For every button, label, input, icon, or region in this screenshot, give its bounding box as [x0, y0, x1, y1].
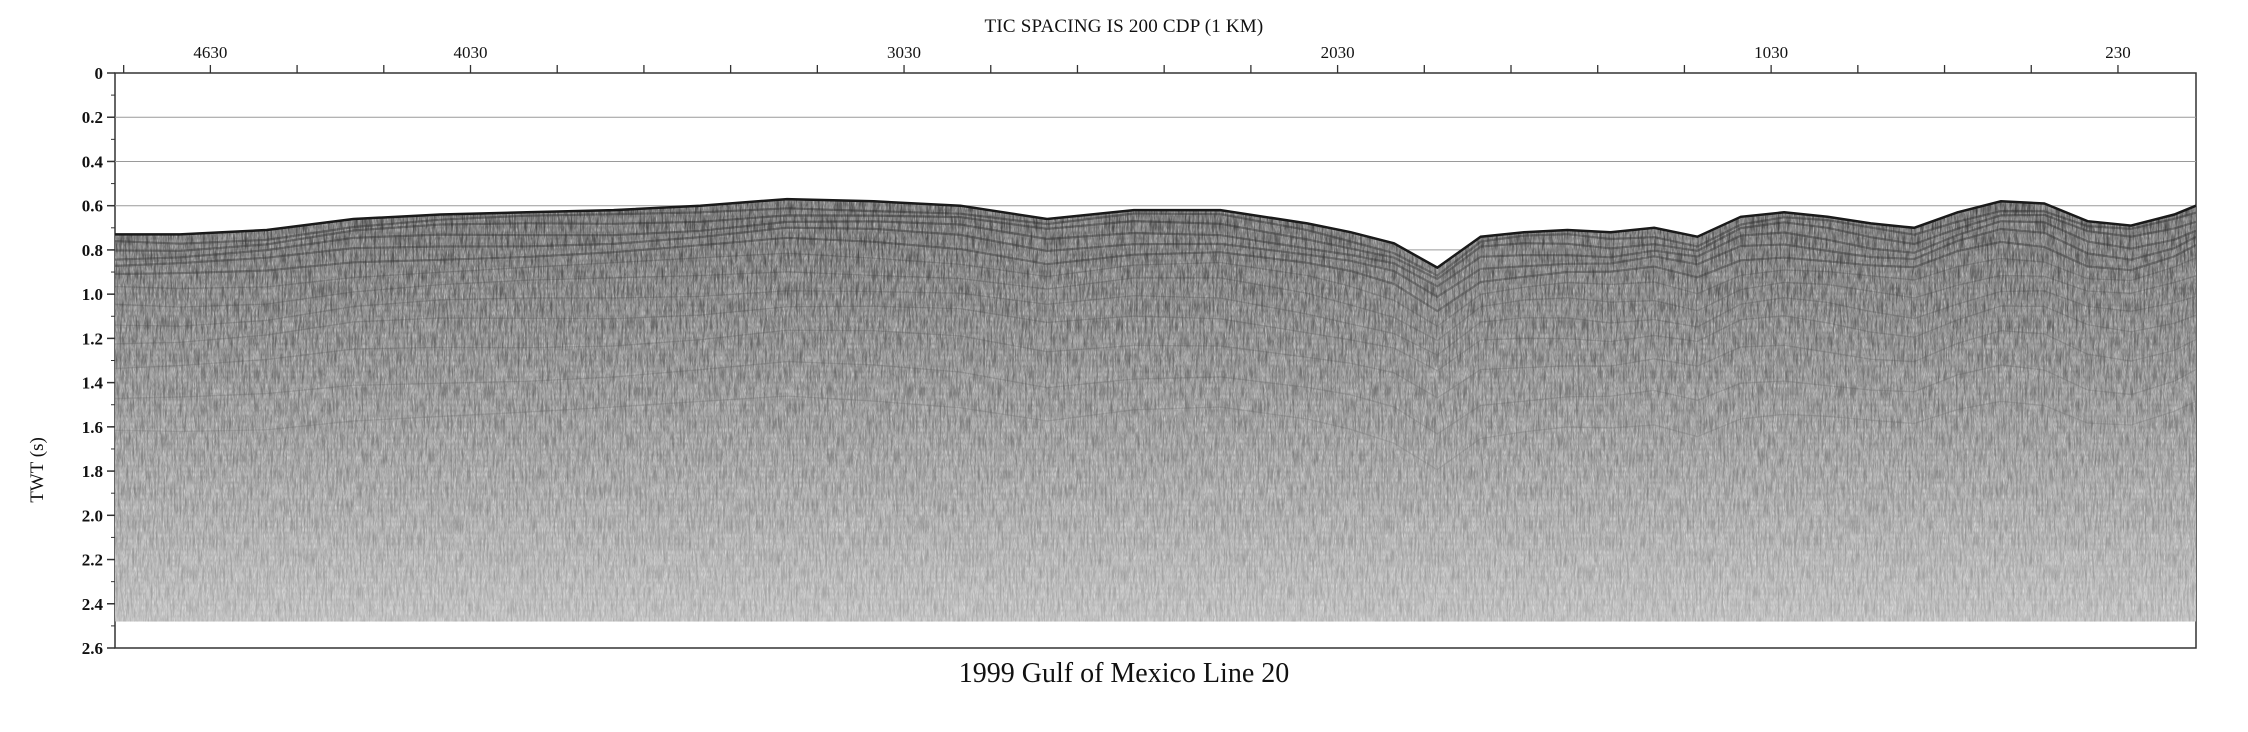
seafloor-reflector	[115, 197, 2197, 270]
y-tick-label: 1.0	[82, 285, 103, 304]
y-axis: 0 0.2 0.4 0.6 0.8 1.0 1.2 1.4 1.6 1.8 2.0 2.2 2.4 2.6	[82, 64, 115, 658]
figure-caption: 1999 Gulf of Mexico Line 20	[958, 658, 1290, 689]
tic-spacing-title: TIC SPACING IS 200 CDP (1 KM)	[984, 16, 1264, 37]
x-tick-label: 230	[2105, 43, 2131, 62]
y-tick-label: 1.8	[82, 462, 103, 481]
x-tick-label: 4630	[193, 43, 227, 62]
x-tick-label: 4030	[454, 43, 488, 62]
y-axis-label: TWT (s)	[27, 437, 48, 503]
x-axis-top: 4630 4030 3030 2030 1030 230	[123, 43, 2131, 73]
y-tick-label: 0.8	[82, 241, 103, 260]
y-tick-label: 0.2	[82, 108, 103, 127]
y-tick-label: 1.6	[82, 418, 103, 437]
y-tick-label: 1.4	[82, 374, 104, 393]
y-tick-label: 2.2	[82, 551, 103, 570]
y-tick-label: 0.6	[82, 197, 103, 216]
y-tick-label: 0	[95, 64, 104, 83]
seismic-reflection-data	[115, 199, 2196, 622]
x-tick-label: 2030	[1321, 43, 1355, 62]
x-tick-label: 3030	[887, 43, 921, 62]
y-tick-label: 2.6	[82, 639, 103, 658]
y-tick-label: 2.4	[82, 595, 104, 614]
y-tick-label: 1.2	[82, 329, 103, 348]
x-tick-label: 1030	[1754, 43, 1788, 62]
y-tick-label: 2.0	[82, 506, 103, 525]
y-tick-label: 0.4	[82, 152, 104, 171]
